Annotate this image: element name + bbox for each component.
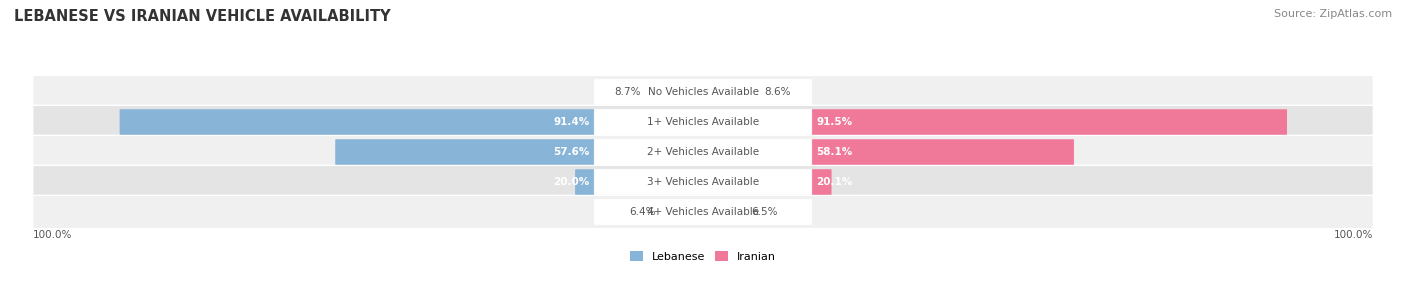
FancyBboxPatch shape xyxy=(32,195,1374,229)
FancyBboxPatch shape xyxy=(32,75,1374,109)
Text: 8.6%: 8.6% xyxy=(765,87,790,97)
Text: 20.0%: 20.0% xyxy=(553,177,589,187)
Text: 58.1%: 58.1% xyxy=(817,147,853,157)
FancyBboxPatch shape xyxy=(335,139,595,165)
Text: 100.0%: 100.0% xyxy=(1333,230,1372,239)
Text: Source: ZipAtlas.com: Source: ZipAtlas.com xyxy=(1274,9,1392,19)
FancyBboxPatch shape xyxy=(595,199,811,225)
Text: 91.4%: 91.4% xyxy=(553,117,589,127)
FancyBboxPatch shape xyxy=(811,109,1286,135)
Text: 1+ Vehicles Available: 1+ Vehicles Available xyxy=(647,117,759,127)
Text: 2+ Vehicles Available: 2+ Vehicles Available xyxy=(647,147,759,157)
FancyBboxPatch shape xyxy=(32,165,1374,199)
FancyBboxPatch shape xyxy=(32,135,1374,169)
Text: 20.1%: 20.1% xyxy=(817,177,853,187)
Legend: Lebanese, Iranian: Lebanese, Iranian xyxy=(630,251,776,262)
FancyBboxPatch shape xyxy=(32,105,1374,139)
Text: 91.5%: 91.5% xyxy=(817,117,852,127)
Text: 6.5%: 6.5% xyxy=(751,207,778,217)
Text: 4+ Vehicles Available: 4+ Vehicles Available xyxy=(647,207,759,217)
FancyBboxPatch shape xyxy=(595,139,811,165)
FancyBboxPatch shape xyxy=(575,169,595,195)
FancyBboxPatch shape xyxy=(120,109,595,135)
FancyBboxPatch shape xyxy=(595,79,811,105)
Text: 57.6%: 57.6% xyxy=(553,147,589,157)
Text: 100.0%: 100.0% xyxy=(34,230,73,239)
FancyBboxPatch shape xyxy=(595,109,811,135)
FancyBboxPatch shape xyxy=(811,169,831,195)
FancyBboxPatch shape xyxy=(595,169,811,195)
Text: No Vehicles Available: No Vehicles Available xyxy=(648,87,758,97)
Text: 8.7%: 8.7% xyxy=(614,87,641,97)
Text: 6.4%: 6.4% xyxy=(630,207,655,217)
FancyBboxPatch shape xyxy=(811,139,1074,165)
Text: LEBANESE VS IRANIAN VEHICLE AVAILABILITY: LEBANESE VS IRANIAN VEHICLE AVAILABILITY xyxy=(14,9,391,23)
Text: 3+ Vehicles Available: 3+ Vehicles Available xyxy=(647,177,759,187)
